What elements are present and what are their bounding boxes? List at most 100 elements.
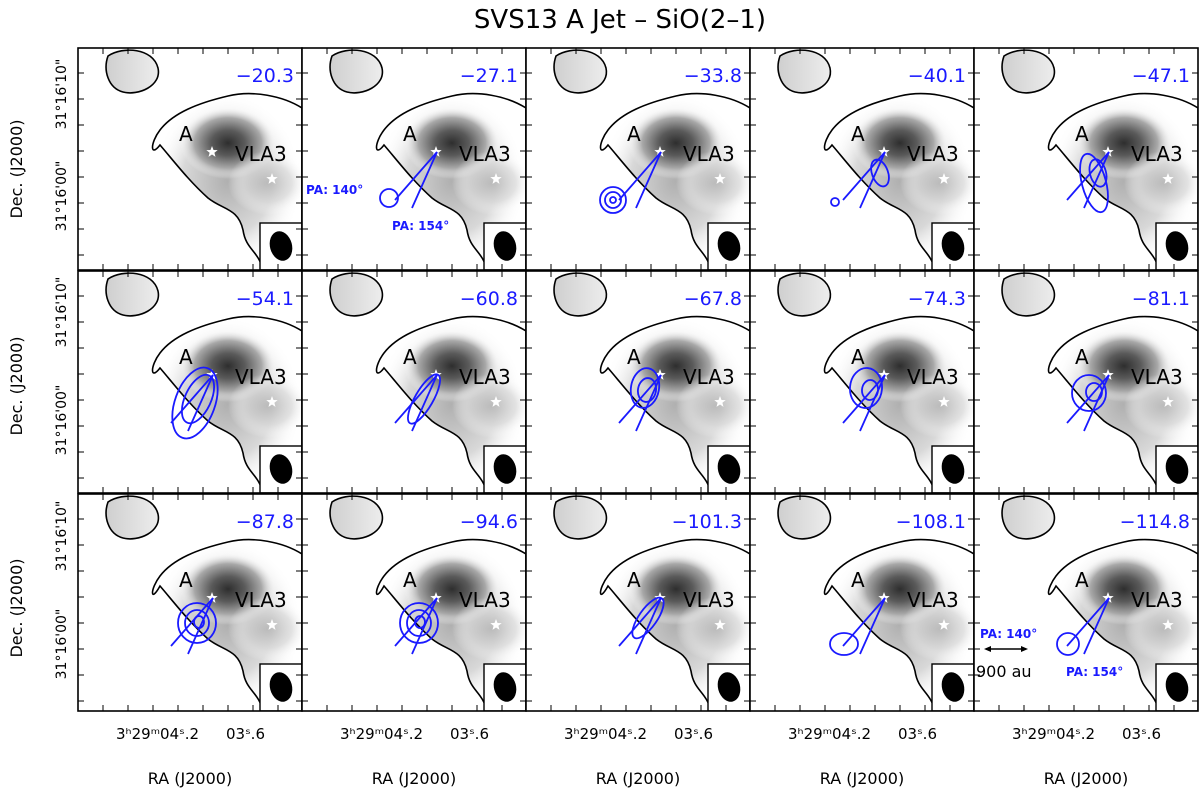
source-label-vla3: VLA3: [235, 588, 287, 612]
channel-panel: A VLA3 −101.3 3ʰ29ᵐ04ˢ.2 03ˢ.6 RA (J2000): [525, 493, 751, 788]
source-label-a: A: [1075, 122, 1089, 146]
top-left-contour: [777, 49, 832, 94]
jet-line-pa140: [394, 151, 438, 201]
velocity-label: −108.1: [896, 511, 966, 533]
ylabel-row-3: Dec. (J2000): [7, 558, 26, 657]
xlabel: RA (J2000): [820, 769, 904, 788]
continuum-extension: [676, 597, 750, 661]
jet-line-pa140: [618, 597, 662, 647]
top-left-contour: [553, 495, 608, 540]
panel-map: A VLA3 −94.6: [302, 494, 526, 711]
velocity-label: −33.8: [684, 65, 742, 87]
vla4a-star-icon: [430, 592, 442, 603]
jet-line-pa154: [1083, 597, 1110, 655]
panel-map: A VLA3 −101.3: [526, 494, 750, 711]
top-left-contour: [777, 495, 832, 540]
source-label-vla3: VLA3: [907, 142, 959, 166]
source-label-vla3: VLA3: [1131, 365, 1183, 389]
channel-panel: A VLA3 −54.1: [77, 270, 303, 494]
sio-contour: [1071, 374, 1107, 412]
xtick-right: 03ˢ.6: [226, 725, 265, 743]
channel-panel: A VLA3 −67.8: [525, 270, 751, 494]
beam-ellipse: [1165, 231, 1189, 261]
jet-line-pa154: [635, 374, 662, 432]
source-label-vla3: VLA3: [459, 365, 511, 389]
source-label-vla3: VLA3: [235, 142, 287, 166]
continuum-extension: [1124, 151, 1198, 215]
ytick-row1-mid: 31°16'00": [54, 161, 70, 232]
jet-line-pa154: [859, 374, 886, 432]
jet-line-pa140: [842, 374, 886, 424]
xlabel: RA (J2000): [1044, 769, 1128, 788]
beam-ellipse: [717, 672, 741, 702]
continuum-extension: [900, 597, 974, 661]
sio-contour: [399, 602, 439, 644]
vla3-star-icon: [266, 173, 278, 184]
sio-contour: [180, 373, 216, 425]
sio-contour: [631, 596, 665, 640]
panel-map: A VLA3 −33.8: [526, 48, 750, 270]
xtick-right: 03ˢ.6: [1122, 725, 1161, 743]
jet-line-pa140: [1066, 597, 1110, 647]
top-left-contour: [329, 272, 384, 317]
vla3-star-icon: [938, 619, 950, 630]
velocity-label: −47.1: [1132, 65, 1190, 87]
source-label-vla3: VLA3: [683, 588, 735, 612]
beam-ellipse: [493, 454, 517, 484]
velocity-label: −101.3: [672, 511, 742, 533]
source-label-a: A: [627, 568, 641, 592]
xtick-right: 03ˢ.6: [898, 725, 937, 743]
sio-contour: [407, 373, 441, 425]
velocity-label: −114.8: [1120, 511, 1190, 533]
channel-panel: A VLA3 −47.1: [973, 47, 1199, 271]
vla3-star-icon: [490, 619, 502, 630]
ytick-row2-mid: 31°16'00": [54, 385, 70, 456]
velocity-label: −60.8: [460, 288, 518, 310]
panel-map: A VLA3 −108.1: [750, 494, 974, 711]
vla4a-star-icon: [206, 592, 218, 603]
channel-panel: A VLA3 −94.6 3ʰ29ᵐ04ˢ.2 03ˢ.6 RA (J2000): [301, 493, 527, 788]
panel-map: A VLA3 −20.3: [78, 48, 302, 270]
xlabel: RA (J2000): [148, 769, 232, 788]
vla3-star-icon: [714, 173, 726, 184]
jet-line-pa140: [618, 151, 662, 201]
xtick-right: 03ˢ.6: [450, 725, 489, 743]
panel-map: A VLA3 −27.1 PA: 140° PA: 154°: [302, 48, 526, 270]
beam-ellipse: [717, 454, 741, 484]
velocity-label: −74.3: [908, 288, 966, 310]
source-label-vla3: VLA3: [1131, 588, 1183, 612]
panel-map: A VLA3 −81.1: [974, 271, 1198, 493]
vla4a-star-icon: [1102, 369, 1114, 380]
beam-ellipse: [941, 672, 965, 702]
source-label-a: A: [179, 122, 193, 146]
scale-bar-arrow-right-icon: [1021, 646, 1028, 652]
xtick-main: 3ʰ29ᵐ04ˢ.2: [564, 725, 647, 743]
jet-line-pa140: [170, 374, 214, 424]
jet-line-pa154: [635, 151, 662, 209]
scale-bar-arrow-left-icon: [984, 646, 991, 652]
source-label-vla3: VLA3: [683, 365, 735, 389]
ylabel-row-1: Dec. (J2000): [7, 119, 26, 218]
ytick-row3-mid: 31°16'00": [54, 609, 70, 680]
continuum-extension: [452, 151, 526, 215]
velocity-label: −67.8: [684, 288, 742, 310]
sio-contour: [599, 186, 627, 214]
source-label-a: A: [851, 122, 865, 146]
sio-contour: [1085, 382, 1103, 402]
sio-contour: [830, 197, 840, 207]
source-label-a: A: [403, 345, 417, 369]
continuum-extension: [228, 597, 302, 661]
continuum-extension: [452, 374, 526, 438]
source-label-a: A: [1075, 568, 1089, 592]
continuum-extension: [676, 151, 750, 215]
source-label-vla3: VLA3: [683, 142, 735, 166]
panel-map: A VLA3 −60.8: [302, 271, 526, 493]
beam-box: [1155, 222, 1198, 270]
beam-box: [259, 445, 302, 493]
beam-ellipse: [941, 454, 965, 484]
vla3-star-icon: [1162, 173, 1174, 184]
panel-map: A VLA3 −47.1: [974, 48, 1198, 270]
continuum-extension: [228, 151, 302, 215]
source-label-vla3: VLA3: [235, 365, 287, 389]
